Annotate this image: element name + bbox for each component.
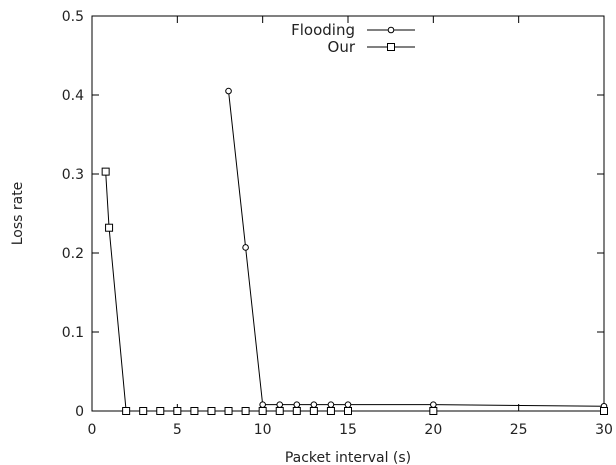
x-tick-label: 10 — [254, 422, 272, 438]
y-tick-label: 0.5 — [62, 9, 84, 25]
plot-frame — [91, 15, 605, 412]
y-tick-label: 0.3 — [62, 167, 84, 183]
x-tick-label: 15 — [339, 422, 357, 438]
data-point-flooding — [225, 87, 232, 95]
data-point-our — [309, 407, 318, 415]
y-tick-label: 0.1 — [62, 325, 84, 341]
legend-label-our: Our — [328, 38, 356, 56]
y-tick-label: 0.2 — [62, 246, 84, 262]
data-point-flooding — [293, 401, 301, 408]
y-tick-label: 0 — [75, 404, 84, 420]
data-point-flooding — [344, 401, 352, 408]
data-point-flooding — [259, 401, 266, 408]
x-tick-label: 5 — [173, 422, 182, 438]
data-point-our — [292, 407, 301, 415]
data-point-flooding — [242, 244, 249, 251]
legend-marker-flooding — [387, 26, 395, 34]
data-point-flooding — [310, 401, 318, 408]
data-point-our — [275, 407, 284, 415]
legend-label-flooding: Flooding — [291, 21, 355, 39]
data-point-our — [101, 167, 110, 176]
data-point-flooding — [327, 401, 335, 408]
data-point-our — [326, 407, 335, 415]
y-tick-label: 0.4 — [62, 88, 84, 104]
legend-marker-our — [387, 43, 395, 51]
data-point-our — [429, 407, 438, 415]
series-line-our — [105, 171, 604, 412]
x-tick-label: 25 — [510, 422, 528, 438]
data-point-our — [139, 407, 148, 415]
series-line-flooding — [228, 90, 605, 407]
y-axis-label: Loss rate — [10, 182, 26, 246]
data-point-our — [207, 407, 216, 415]
x-ticks: 0 5 10 15 20 25 30 — [88, 16, 613, 438]
data-point-flooding — [430, 401, 437, 408]
data-point-our — [241, 407, 250, 415]
data-point-our — [344, 407, 352, 415]
x-tick-label: 30 — [595, 422, 613, 438]
data-point-our — [258, 407, 267, 415]
data-point-our — [190, 407, 199, 415]
data-point-our — [173, 407, 182, 415]
x-tick-label: 20 — [424, 422, 442, 438]
data-point-our — [600, 407, 608, 415]
y-ticks: 0 0.1 0.2 0.3 0.4 0.5 — [62, 9, 604, 420]
series-layer — [101, 87, 608, 415]
data-point-our — [122, 407, 131, 415]
data-point-our — [224, 407, 233, 415]
x-axis-label: Packet interval (s) — [285, 450, 411, 465]
x-tick-label: 0 — [88, 422, 97, 438]
data-point-our — [156, 407, 165, 415]
data-point-flooding — [276, 401, 284, 408]
data-point-our — [105, 223, 114, 232]
